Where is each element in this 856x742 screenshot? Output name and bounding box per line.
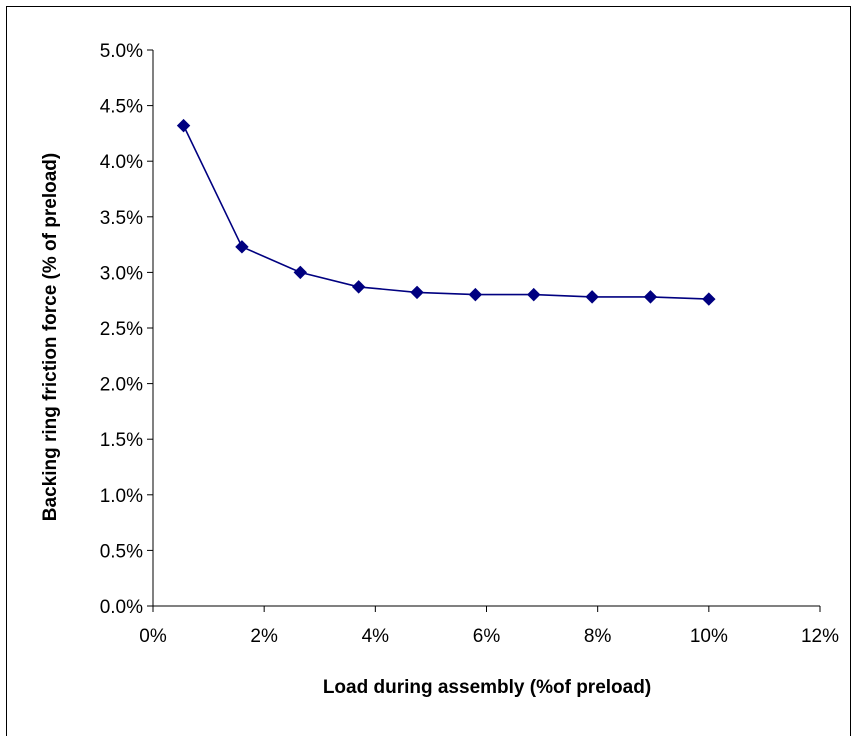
x-tick-label: 4% (362, 626, 390, 647)
data-point-marker (351, 280, 366, 294)
x-tick-label: 8% (584, 626, 612, 647)
y-tick-label: 2.0% (100, 375, 143, 396)
chart-frame: 0.0% 0.5% 1.0% 1.5% 2.0% 2.5% 3.0% 3.5% 4.0% 4.5%… (6, 6, 851, 736)
data-point-marker (702, 292, 716, 306)
y-axis-title: Backing ring friction force (% of preloa… (40, 153, 61, 521)
y-tick-label: 4.0% (100, 152, 143, 173)
x-tick-label: 10% (690, 626, 728, 647)
y-tick-label: 3.0% (100, 263, 143, 284)
x-axis-title: Load during assembly (%of preload) (323, 677, 651, 698)
x-tick-label: 2% (250, 626, 278, 647)
series-line (182, 125, 709, 300)
x-tick-label: 0% (139, 626, 167, 647)
x-tick-label: 6% (473, 626, 501, 647)
y-tick-label: 1.5% (100, 430, 143, 451)
data-point-marker (468, 287, 483, 302)
data-point-marker (176, 118, 191, 133)
y-tick-label: 1.0% (100, 486, 143, 507)
data-point-marker (293, 265, 308, 280)
data-point-marker (410, 285, 424, 300)
y-tick-label: 0.5% (100, 541, 143, 562)
data-point-marker (585, 290, 599, 304)
y-tick-label: 4.5% (100, 97, 143, 118)
tick-labels: 0.0% 0.5% 1.0% 1.5% 2.0% 2.5% 3.0% 3.5% 4.0% 4.5%… (100, 41, 839, 647)
y-tick-label: 3.5% (100, 208, 143, 229)
axes (147, 49, 821, 612)
y-tick-label: 5.0% (100, 41, 143, 62)
line-chart: 0.0% 0.5% 1.0% 1.5% 2.0% 2.5% 3.0% 3.5% 4.0% 4.5%… (40, 41, 839, 698)
data-series (176, 118, 716, 306)
x-tick-label: 12% (801, 626, 839, 647)
y-tick-label: 2.5% (100, 319, 143, 340)
data-point-marker (235, 240, 249, 254)
data-point-marker (643, 290, 658, 304)
y-tick-label: 0.0% (100, 597, 143, 618)
data-point-marker (527, 287, 541, 302)
